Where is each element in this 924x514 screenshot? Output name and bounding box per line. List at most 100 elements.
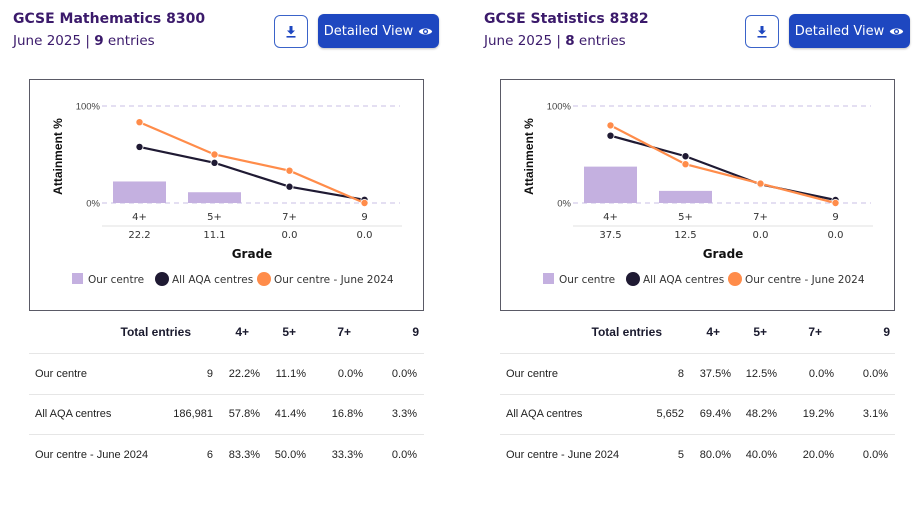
cell-5: 41.4%	[274, 408, 306, 421]
bar-our-centre-5	[188, 192, 241, 203]
entries-count: 8	[565, 33, 575, 49]
download-button[interactable]	[745, 15, 779, 48]
cell-4: 80.0%	[699, 449, 731, 462]
download-icon	[757, 26, 767, 38]
row-label: All AQA centres	[506, 408, 583, 421]
cell-total-entries: 6	[206, 449, 213, 462]
x-value-4: 37.5	[599, 230, 621, 241]
attainment-table: Total entries 4+ 5+ 7+ 9 Our centre 9 22.2% 11.1…	[29, 311, 424, 476]
point-our-centre-june-2024-7	[756, 179, 765, 188]
x-axis-label: Grade	[703, 247, 744, 261]
column-header-5: 5+	[753, 325, 767, 339]
x-tick-7: 7+	[282, 212, 297, 223]
subject-subtitle: June 2025 | 8 entries	[484, 33, 626, 49]
line-our-centre-june-2024	[609, 124, 836, 205]
y-tick-0: 0%	[557, 199, 571, 210]
line-all-aqa-centres	[610, 134, 836, 202]
column-header-7: 7+	[808, 325, 822, 339]
subject-title: GCSE Statistics 8382	[484, 11, 649, 27]
cell-7: 33.3%	[331, 449, 363, 462]
subject-card-statistics: GCSE Statistics 8382 June 2025 | 8 entri…	[471, 0, 911, 514]
session-label: June 2025	[13, 33, 82, 49]
y-axis-label: Attainment %	[522, 118, 536, 195]
eye-icon	[890, 28, 904, 34]
detailed-view-button[interactable]: Detailed View	[789, 14, 910, 48]
legend-swatch-our-centre	[543, 273, 554, 284]
cell-4: 22.2%	[228, 367, 260, 380]
table-body: Our centre 8 37.5% 12.5% 0.0% 0.0% All AQA cen…	[500, 354, 895, 476]
cell-5: 48.2%	[745, 408, 777, 421]
session-label: June 2025	[484, 33, 553, 49]
chart-legend: Our centre All AQA centres Our centre - Ju…	[72, 272, 394, 286]
row-label: Our centre - June 2024	[506, 449, 620, 462]
y-tick-0: 0%	[86, 199, 100, 210]
row-label: Our centre - June 2024	[35, 449, 149, 462]
point-all-aqa-centres-5	[210, 158, 219, 167]
subject-subtitle: June 2025 | 9 entries	[13, 33, 155, 49]
table-header-row: Total entries 4+ 5+ 7+ 9	[29, 311, 424, 354]
eye-icon	[419, 28, 433, 34]
cell-4: 83.3%	[228, 449, 260, 462]
x-value-7: 0.0	[753, 230, 769, 241]
legend-label-all-aqa-centres: All AQA centres	[643, 274, 724, 286]
cell-9: 3.1%	[862, 408, 888, 421]
legend-swatch-all-aqa-centres	[155, 272, 169, 286]
legend-swatch-all-aqa-centres	[626, 272, 640, 286]
column-header-total-entries: Total entries	[120, 325, 191, 339]
entries-label: entries	[578, 33, 626, 49]
x-value-5: 12.5	[674, 230, 696, 241]
x-tick-4: 4+	[132, 212, 147, 223]
point-our-centre-june-2024-4	[135, 118, 144, 127]
cell-7: 16.8%	[331, 408, 363, 421]
cell-4: 69.4%	[699, 408, 731, 421]
point-our-centre-june-2024-4	[606, 121, 615, 130]
point-all-aqa-centres-4	[606, 131, 615, 140]
cell-total-entries: 186,981	[173, 408, 213, 421]
cell-4: 37.5%	[699, 367, 731, 380]
legend-label-our-centre: Our centre	[559, 274, 615, 286]
cell-9: 0.0%	[862, 449, 888, 462]
table-body: Our centre 9 22.2% 11.1% 0.0% 0.0% All AQA cen…	[29, 354, 424, 476]
entries-count: 9	[94, 33, 104, 49]
table-row: All AQA centres 186,981 57.8% 41.4% 16.8% 3.3…	[29, 395, 424, 435]
x-axis-label: Grade	[232, 247, 273, 261]
x-value-9: 0.0	[357, 230, 373, 241]
x-value-7: 0.0	[282, 230, 298, 241]
cell-total-entries: 8	[677, 367, 684, 380]
download-button[interactable]	[274, 15, 308, 48]
cell-4: 57.8%	[228, 408, 260, 421]
bar-our-centre-4	[113, 181, 166, 203]
column-header-4: 4+	[706, 325, 720, 339]
point-our-centre-june-2024-5	[681, 160, 690, 169]
x-tick-9: 9	[832, 212, 838, 223]
x-tick-5: 5+	[678, 212, 693, 223]
x-tick-5: 5+	[207, 212, 222, 223]
detailed-view-button[interactable]: Detailed View	[318, 14, 439, 48]
cell-9: 0.0%	[862, 367, 888, 380]
y-tick-100: 100%	[76, 102, 101, 113]
cell-7: 20.0%	[802, 449, 834, 462]
point-all-aqa-centres-4	[135, 142, 144, 151]
cell-5: 40.0%	[745, 449, 777, 462]
cell-total-entries: 5,652	[656, 408, 684, 421]
cell-5: 11.1%	[275, 367, 306, 380]
column-header-9: 9	[883, 325, 890, 339]
table-row: All AQA centres 5,652 69.4% 48.2% 19.2% 3.1%	[500, 395, 895, 435]
line-all-aqa-centres	[139, 145, 365, 201]
legend-swatch-our-centre	[72, 273, 83, 284]
cell-7: 0.0%	[337, 367, 363, 380]
legend-swatch-our-centre-june-2024	[728, 272, 742, 286]
separator: |	[556, 33, 561, 49]
x-tick-7: 7+	[753, 212, 768, 223]
cell-5: 50.0%	[274, 449, 306, 462]
legend-label-our-centre: Our centre	[88, 274, 144, 286]
separator: |	[85, 33, 90, 49]
detailed-view-label: Detailed View	[794, 23, 885, 39]
x-tick-9: 9	[361, 212, 367, 223]
attainment-chart-svg: Attainment % 100% 0% 4+ 22.2 5+ 11.1 7+ 0.0 9 0.0 G…	[51, 102, 402, 286]
column-header-5: 5+	[282, 325, 296, 339]
line-our-centre-june-2024	[139, 121, 365, 205]
table-row: Our centre 9 22.2% 11.1% 0.0% 0.0%	[29, 354, 424, 395]
cell-9: 0.0%	[391, 449, 417, 462]
cell-7: 0.0%	[808, 367, 834, 380]
